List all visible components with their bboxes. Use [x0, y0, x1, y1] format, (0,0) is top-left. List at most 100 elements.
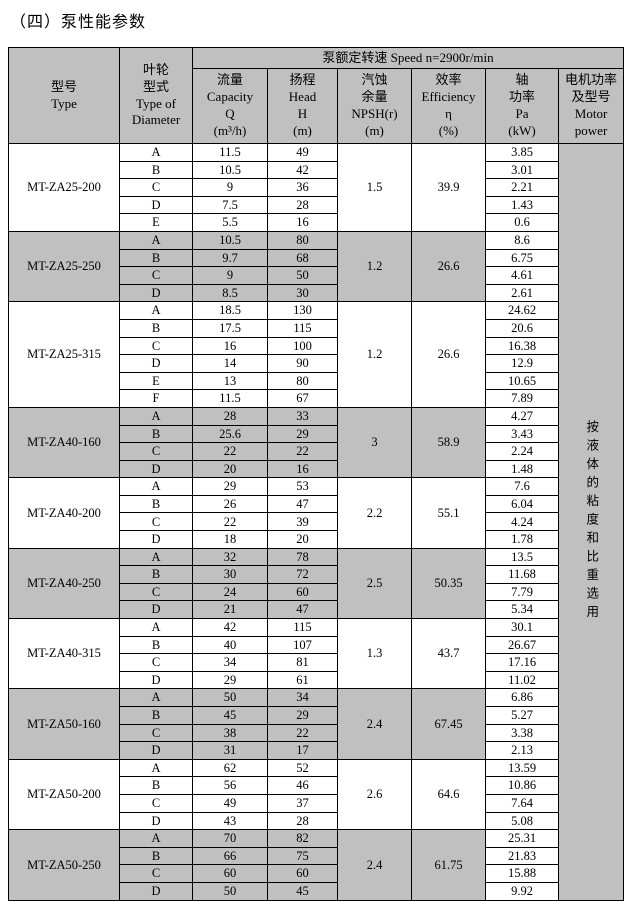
head-value-cell: 16 [267, 213, 338, 232]
capacity-value-cell: 16 [192, 336, 268, 356]
table-row: MT-ZA40-250 A 32 78 2.5 50.35 13.5 [8, 547, 624, 620]
head-value-cell: 47 [267, 494, 338, 514]
capacity-value-cell: 34 [192, 653, 268, 672]
table-row: C 60 60 15.88 [9, 864, 624, 883]
capacity-value-cell: 11.5 [192, 143, 268, 162]
head-value-cell: 78 [267, 547, 338, 567]
shaft-power-value-cell: 7.89 [485, 389, 559, 408]
table-row: D 7.5 28 1.43 [9, 195, 624, 215]
capacity-value-cell: 20 [192, 459, 268, 479]
impeller-type-cell: C [119, 723, 193, 743]
impeller-type-cell: C [119, 336, 193, 356]
shaft-power-value-cell: 17.16 [485, 653, 559, 672]
shaft-power-value-cell: 3.01 [485, 160, 559, 180]
shaft-power-value-cell: 8.6 [485, 230, 559, 250]
impeller-type-cell: C [119, 582, 193, 602]
head-value-cell: 29 [267, 706, 338, 725]
capacity-value-cell: 22 [192, 512, 268, 532]
shaft-power-value-cell: 4.24 [485, 512, 559, 532]
impeller-type-cell: A [119, 143, 193, 162]
head-value-cell: 115 [267, 318, 338, 338]
impeller-type-cell: A [119, 618, 193, 637]
capacity-value-cell: 9 [192, 178, 268, 197]
model-cell: MT-ZA25-315 [8, 301, 120, 408]
efficiency-value-cell: 50.35 [411, 547, 486, 620]
model-cell: MT-ZA50-250 [8, 829, 120, 901]
table-row: D 14 90 12.9 [9, 354, 624, 373]
shaft-power-value-cell: 7.64 [485, 793, 559, 813]
shaft-power-value-cell: 5.27 [485, 706, 559, 725]
impeller-type-cell: B [119, 494, 193, 514]
capacity-value-cell: 9 [192, 266, 268, 285]
table-row: B 26 47 6.04 [9, 494, 624, 514]
table-row: C 34 81 17.16 [9, 653, 624, 672]
impeller-type-cell: D [119, 600, 193, 620]
capacity-value-cell: 66 [192, 846, 268, 866]
page-title: （四）泵性能参数 [10, 14, 147, 31]
capacity-value-cell: 13 [192, 371, 268, 391]
head-value-cell: 72 [267, 565, 338, 584]
npsh-value-cell: 2.6 [337, 758, 412, 831]
capacity-value-cell: 9.7 [192, 248, 268, 268]
table-row: C 49 37 7.64 [9, 793, 624, 813]
shaft-power-value-cell: 3.85 [485, 143, 559, 162]
impeller-type-cell: A [119, 230, 193, 250]
capacity-value-cell: 18.5 [192, 301, 268, 320]
shaft-power-value-cell: 2.21 [485, 178, 559, 197]
capacity-value-cell: 26 [192, 494, 268, 514]
capacity-value-cell: 22 [192, 442, 268, 461]
head-value-cell: 100 [267, 336, 338, 356]
npsh-value-cell: 2.4 [337, 829, 412, 901]
impeller-type-cell: C [119, 864, 193, 883]
efficiency-value-cell: 39.9 [411, 143, 486, 232]
head-value-cell: 37 [267, 793, 338, 813]
shaft-power-value-cell: 11.68 [485, 565, 559, 584]
shaft-power-value-cell: 16.38 [485, 336, 559, 356]
capacity-value-cell: 10.5 [192, 230, 268, 250]
side-note-text: 按液体的粘度和比重选用 [584, 420, 599, 624]
model-cell: MT-ZA40-160 [8, 406, 120, 479]
shaft-power-value-cell: 11.02 [485, 670, 559, 690]
shaft-power-value-cell: 5.34 [485, 600, 559, 620]
table-header: 型号 Type 叶轮 型式 Type of Diameter 泵额定转速 Spe… [8, 47, 625, 144]
head-value-cell: 22 [267, 723, 338, 743]
head-value-cell: 34 [267, 688, 338, 707]
head-value-cell: 36 [267, 178, 338, 197]
capacity-value-cell: 45 [192, 706, 268, 725]
table-row: B 9.7 68 6.75 [9, 248, 624, 268]
table-row: F 11.5 67 7.89 [9, 389, 624, 408]
column-header-head: 扬程 Head H (m) [267, 68, 338, 144]
shaft-power-value-cell: 0.6 [485, 213, 559, 232]
table-row: C 24 60 7.79 [9, 582, 624, 602]
impeller-type-cell: A [119, 688, 193, 707]
npsh-value-cell: 1.2 [337, 230, 412, 303]
table-row: B 25.6 29 3.43 [9, 424, 624, 444]
capacity-value-cell: 18 [192, 530, 268, 549]
head-value-cell: 39 [267, 512, 338, 532]
impeller-type-cell: C [119, 653, 193, 672]
impeller-type-cell: D [119, 459, 193, 479]
shaft-power-value-cell: 25.31 [485, 829, 559, 848]
capacity-value-cell: 40 [192, 635, 268, 655]
side-note-cell: 按液体的粘度和比重选用 [557, 143, 625, 901]
head-value-cell: 60 [267, 582, 338, 602]
head-value-cell: 82 [267, 829, 338, 848]
capacity-value-cell: 42 [192, 618, 268, 637]
head-value-cell: 52 [267, 758, 338, 778]
speed-header-row: 型号 Type 叶轮 型式 Type of Diameter 泵额定转速 Spe… [8, 47, 625, 144]
capacity-value-cell: 29 [192, 670, 268, 690]
table-row: MT-ZA25-315 A 18.5 130 1.2 26.6 24.62 [8, 301, 624, 408]
head-value-cell: 22 [267, 442, 338, 461]
shaft-power-value-cell: 30.1 [485, 618, 559, 637]
shaft-power-value-cell: 6.04 [485, 494, 559, 514]
shaft-power-value-cell: 26.67 [485, 635, 559, 655]
model-cell: MT-ZA40-315 [8, 618, 120, 690]
npsh-value-cell: 3 [337, 406, 412, 479]
table-row: MT-ZA40-200 A 29 53 2.2 55.1 7.6 [8, 477, 624, 549]
shaft-power-value-cell: 3.43 [485, 424, 559, 444]
impeller-type-cell: C [119, 178, 193, 197]
model-cell: MT-ZA50-200 [8, 758, 120, 831]
head-value-cell: 80 [267, 371, 338, 391]
head-value-cell: 61 [267, 670, 338, 690]
column-header-row: 流量 Capacity Q (m³/h) 扬程 Head H (m) 汽蚀 余量… [9, 68, 625, 144]
